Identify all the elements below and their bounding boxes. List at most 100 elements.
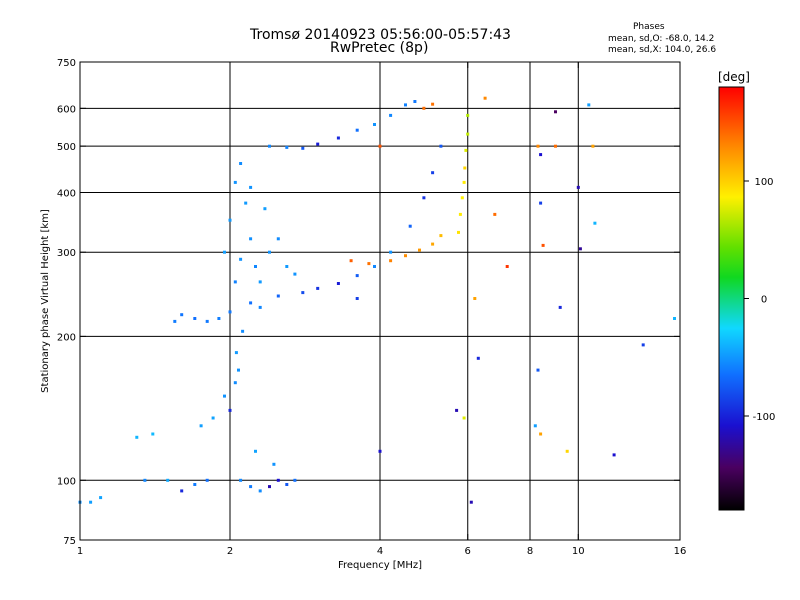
data-point xyxy=(457,230,460,234)
data-point xyxy=(408,224,412,228)
data-point xyxy=(483,96,487,100)
data-point xyxy=(237,368,240,372)
data-point xyxy=(591,144,595,148)
x-tick-label: 4 xyxy=(377,546,383,557)
colorbar-ticks: 100 0 -100 xyxy=(744,177,775,423)
data-point xyxy=(268,485,271,489)
grid-lines xyxy=(80,62,680,540)
data-point xyxy=(233,180,237,184)
data-point xyxy=(476,356,480,360)
data-point xyxy=(258,305,262,309)
data-point xyxy=(241,329,245,333)
data-point xyxy=(389,259,393,263)
data-point xyxy=(244,201,248,205)
data-point xyxy=(228,408,232,412)
y-tick-label: 200 xyxy=(57,332,76,343)
data-point xyxy=(418,248,421,252)
data-point xyxy=(276,478,280,482)
data-point xyxy=(180,313,184,317)
data-point xyxy=(285,483,289,486)
data-point xyxy=(89,500,93,504)
data-point xyxy=(293,478,297,482)
data-point xyxy=(355,128,359,132)
data-point xyxy=(223,250,226,254)
y-tick-label: 600 xyxy=(57,104,76,115)
data-point xyxy=(462,180,466,184)
data-point xyxy=(193,317,197,320)
data-point xyxy=(234,351,238,355)
data-point xyxy=(293,272,297,276)
data-point xyxy=(349,259,353,263)
x-axis-label: Frequency [MHz] xyxy=(338,560,422,571)
data-point xyxy=(505,265,509,268)
data-point xyxy=(166,478,170,482)
data-point xyxy=(258,489,262,493)
data-point xyxy=(199,424,203,428)
data-point xyxy=(641,343,645,347)
data-point xyxy=(422,196,426,200)
colorbar-tick-label: 0 xyxy=(761,295,767,306)
data-point xyxy=(151,432,155,436)
data-point xyxy=(554,144,557,148)
data-point xyxy=(276,294,280,298)
data-point xyxy=(389,250,393,254)
data-point xyxy=(355,274,359,278)
data-point xyxy=(228,218,232,222)
x-tick-label: 2 xyxy=(227,546,233,557)
chart-title: Tromsø 20140923 05:56:00-05:57:43 xyxy=(250,27,511,43)
data-point xyxy=(239,478,243,482)
data-point xyxy=(233,381,237,385)
data-point xyxy=(193,483,197,486)
data-point xyxy=(466,113,470,117)
data-point xyxy=(455,408,459,412)
data-point xyxy=(493,212,497,216)
data-point xyxy=(249,185,253,189)
data-point xyxy=(143,478,147,482)
data-point xyxy=(205,319,209,323)
data-point xyxy=(285,265,289,268)
data-point xyxy=(249,301,253,305)
x-ticks: 1 2 4 6 8 10 16 xyxy=(77,62,686,557)
data-point xyxy=(431,102,435,106)
data-point xyxy=(612,453,616,457)
data-point xyxy=(431,171,435,175)
data-point xyxy=(285,145,289,149)
data-point xyxy=(205,478,209,482)
data-point xyxy=(268,250,271,254)
data-point xyxy=(367,262,371,266)
data-point xyxy=(316,142,320,146)
data-point xyxy=(541,243,545,247)
data-point xyxy=(539,201,543,205)
data-point xyxy=(464,148,468,152)
data-point xyxy=(254,265,257,268)
data-point xyxy=(223,394,226,398)
y-tick-label: 75 xyxy=(63,536,76,547)
data-point xyxy=(593,221,597,225)
y-tick-label: 100 xyxy=(57,476,76,487)
data-point xyxy=(378,449,382,453)
data-point xyxy=(422,106,426,110)
y-tick-label: 750 xyxy=(57,58,76,69)
data-point xyxy=(533,424,537,428)
data-point xyxy=(460,196,464,200)
colorbar-label: [deg] xyxy=(718,70,750,84)
data-point xyxy=(413,100,417,103)
colorbar xyxy=(718,86,745,511)
data-point xyxy=(473,297,477,300)
data-point xyxy=(536,144,540,148)
phases-o-stats: mean, sd,O: -68.0, 14.2 xyxy=(608,34,715,44)
x-tick-label: 8 xyxy=(527,546,533,557)
phases-x-stats: mean, sd,X: 104.0, 26.6 xyxy=(608,45,717,55)
data-point xyxy=(439,144,443,148)
colorbar-tick-label: -100 xyxy=(753,412,776,423)
y-tick-label: 500 xyxy=(57,142,76,153)
data-point xyxy=(233,280,237,284)
data-point xyxy=(431,242,435,246)
y-axis-label: Stationary phase Virtual Height [km] xyxy=(40,209,51,393)
data-point xyxy=(258,280,262,284)
data-point xyxy=(373,265,376,268)
data-point xyxy=(558,305,562,309)
data-point xyxy=(587,103,591,107)
data-point xyxy=(173,319,177,323)
